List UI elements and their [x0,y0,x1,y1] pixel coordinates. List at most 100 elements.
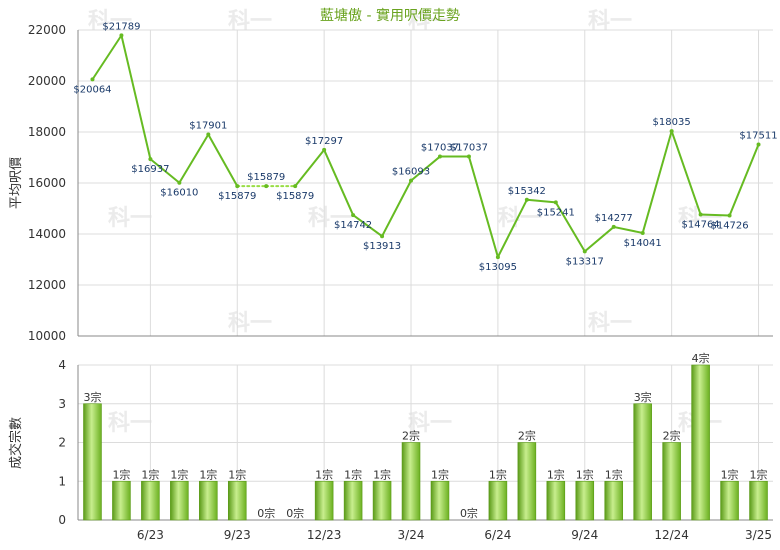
price-line-chart: 10000 12000 14000 16000 18000 20000 22000 $2006… [28,21,778,343]
watermark-text: 科一 [498,206,542,231]
price-point [669,129,674,134]
price-data-label: $20064 [73,84,111,95]
count-y-axis-label: 成交宗數 [8,417,24,469]
count-data-label: 2宗 [518,429,536,443]
count-bar [517,442,537,521]
price-point [524,197,529,202]
price-line-segment [699,213,731,217]
price-point [322,147,327,152]
price-line-segment [525,198,557,204]
count-bar [112,480,131,521]
price-data-label: $17037 [450,143,488,154]
transaction-bar-chart: 0 1 2 3 4 6/23 9/23 12/23 3/24 6/24 9/24 12/24 3/25 3… [58,351,773,542]
price-data-label: $15879 [247,172,285,183]
price-point [235,184,240,189]
price-point [495,255,500,260]
watermark-text: 科一 [108,206,152,231]
price-y-tick: 12000 [28,278,66,292]
price-line-segment [120,34,152,161]
count-data-label: 2宗 [663,429,681,443]
price-line-segment [410,155,441,182]
price-y-tick: 14000 [28,227,66,241]
count-data-label: 1宗 [721,467,739,481]
count-bar [691,364,710,521]
price-line-segment [178,133,210,184]
price-point [582,249,587,254]
x-tick-label: 12/23 [307,528,342,542]
count-bar [83,403,102,521]
price-data-label: $16093 [392,167,430,178]
watermark-text: 科一 [308,206,352,231]
count-data-label: 4宗 [692,351,710,365]
price-point [466,154,471,159]
count-bar [604,480,624,521]
count-data-label: 2宗 [402,429,420,443]
price-point [293,184,298,189]
count-data-label: 1宗 [344,467,362,481]
count-data-label: 0宗 [460,506,478,520]
price-point [351,213,356,218]
count-bar [227,480,247,521]
count-data-label: 1宗 [547,467,565,481]
price-point [409,178,414,183]
x-tick-label: 9/23 [224,528,251,542]
count-bar [430,480,450,521]
price-line-segment [294,148,326,188]
price-line-segment [612,225,644,234]
price-y-tick: 22000 [28,23,66,37]
price-line-segment [323,148,355,217]
price-y-tick: 16000 [28,176,66,190]
price-data-label: $14277 [595,213,633,224]
count-bar [401,442,421,521]
price-line-segment [467,155,499,259]
price-data-label: $15879 [218,191,256,202]
count-y-tick: 3 [58,397,66,411]
count-bar [372,480,392,521]
count-y-tick: 0 [58,513,66,527]
price-point [756,142,761,147]
price-point [698,212,703,217]
count-data-label: 1宗 [373,467,391,481]
price-point [264,184,269,189]
count-data-label: 1宗 [750,467,768,481]
count-data-label: 1宗 [199,467,217,481]
count-data-label: 1宗 [112,467,130,481]
count-bar [633,403,652,521]
price-data-label: $18035 [653,117,691,128]
price-line-segment [728,143,760,217]
price-point [611,224,616,229]
count-bar [488,480,508,521]
price-point [380,234,385,239]
count-bar [720,480,739,521]
price-data-label: $14764 [682,220,720,231]
count-data-label: 3宗 [83,390,101,404]
price-data-label: $14742 [334,220,372,231]
price-line-segment [207,133,239,188]
watermark-text: 科一 [588,311,632,336]
price-point [206,132,211,137]
count-bar [170,480,189,521]
count-data-label: 1宗 [315,467,333,481]
count-y-tick: 4 [58,358,66,372]
count-bar [546,480,566,521]
count-data-label: 1宗 [170,467,188,481]
count-data-label: 1宗 [605,467,623,481]
count-bar [314,480,334,521]
price-data-label: $16010 [160,188,198,199]
price-y-axis-label: 平均呎價 [9,157,24,209]
count-bar [575,480,595,521]
price-line-segment [554,201,586,253]
price-data-label: $13913 [363,241,401,252]
x-tick-label: 3/24 [398,528,425,542]
price-point [177,180,182,185]
price-y-tick: 20000 [28,74,66,88]
price-point [148,157,153,162]
price-point [90,77,95,82]
price-line-segment [381,179,413,238]
price-point [119,33,124,38]
count-bar [199,480,218,521]
count-data-label: 1宗 [489,467,507,481]
price-y-tick: 18000 [28,125,66,139]
count-data-label: 1宗 [141,467,159,481]
